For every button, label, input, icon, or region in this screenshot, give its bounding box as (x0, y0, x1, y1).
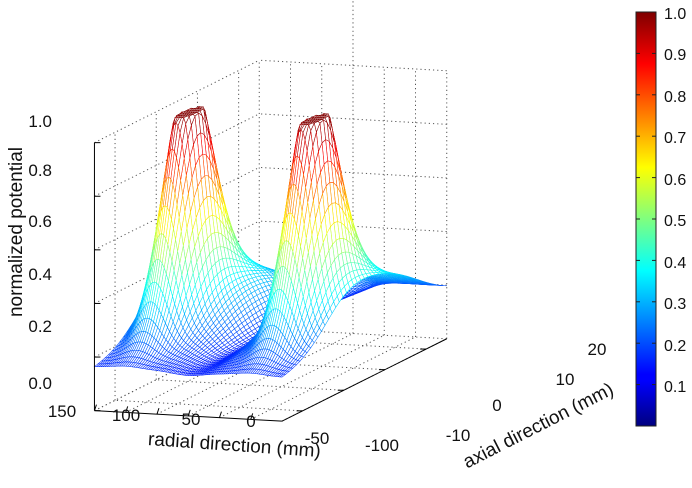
x-tick-label: 0 (246, 412, 255, 431)
x-tick-label: -100 (365, 436, 399, 455)
z-tick-label: 0.6 (28, 212, 52, 231)
surface-mesh (93, 105, 447, 378)
colorbar-tick-label: 0.3 (664, 296, 686, 313)
z-tick-label: 0.0 (28, 374, 52, 393)
colorbar-tick-label: 0.2 (664, 338, 686, 355)
colorbar-tick-label: 0.8 (664, 89, 686, 106)
colorbar-tick-label: 0.7 (664, 130, 686, 147)
gridline (259, 59, 447, 72)
colorbar-tick-label: 0.5 (664, 213, 686, 230)
x-tick-mark (156, 407, 160, 415)
z-tick-label: 1.0 (28, 112, 52, 131)
colorbar-tick-label: 0.4 (664, 255, 686, 272)
x-tick-label: 50 (182, 410, 201, 429)
z-tick-label: 0.8 (28, 161, 52, 180)
z-tick-labels: 0.0 0.2 0.4 0.6 0.8 1.0 (28, 112, 52, 393)
y-axis-label: axial direction (mm) (460, 379, 617, 473)
y-tick-label: 0 (492, 396, 501, 415)
x-tick-label: 100 (112, 406, 140, 425)
x-tick-mark (218, 411, 222, 418)
y-tick-label: 20 (588, 340, 607, 359)
gridline (156, 379, 344, 391)
colorbar-tick-label: 0.1 (664, 379, 686, 396)
x-tick-label: 150 (48, 402, 76, 421)
gridline (115, 399, 303, 412)
x-axis-label: radial direction (mm) (147, 429, 321, 462)
colorbar-tick-label: 1.0 (664, 6, 686, 23)
colorbar: 1.0 0.9 0.8 0.7 0.6 0.5 0.4 0.3 0.2 0.1 (635, 6, 686, 427)
z-tick-label: 0.4 (28, 265, 52, 284)
z-tick-label: 0.2 (28, 317, 52, 336)
colorbar-tick-label: 0.6 (664, 172, 686, 189)
y-tick-label: 10 (556, 370, 575, 389)
colorbar-tick-label: 0.9 (664, 47, 686, 64)
y-tick-label: -10 (446, 426, 471, 445)
z-axis-label: normalized potential (6, 147, 27, 317)
